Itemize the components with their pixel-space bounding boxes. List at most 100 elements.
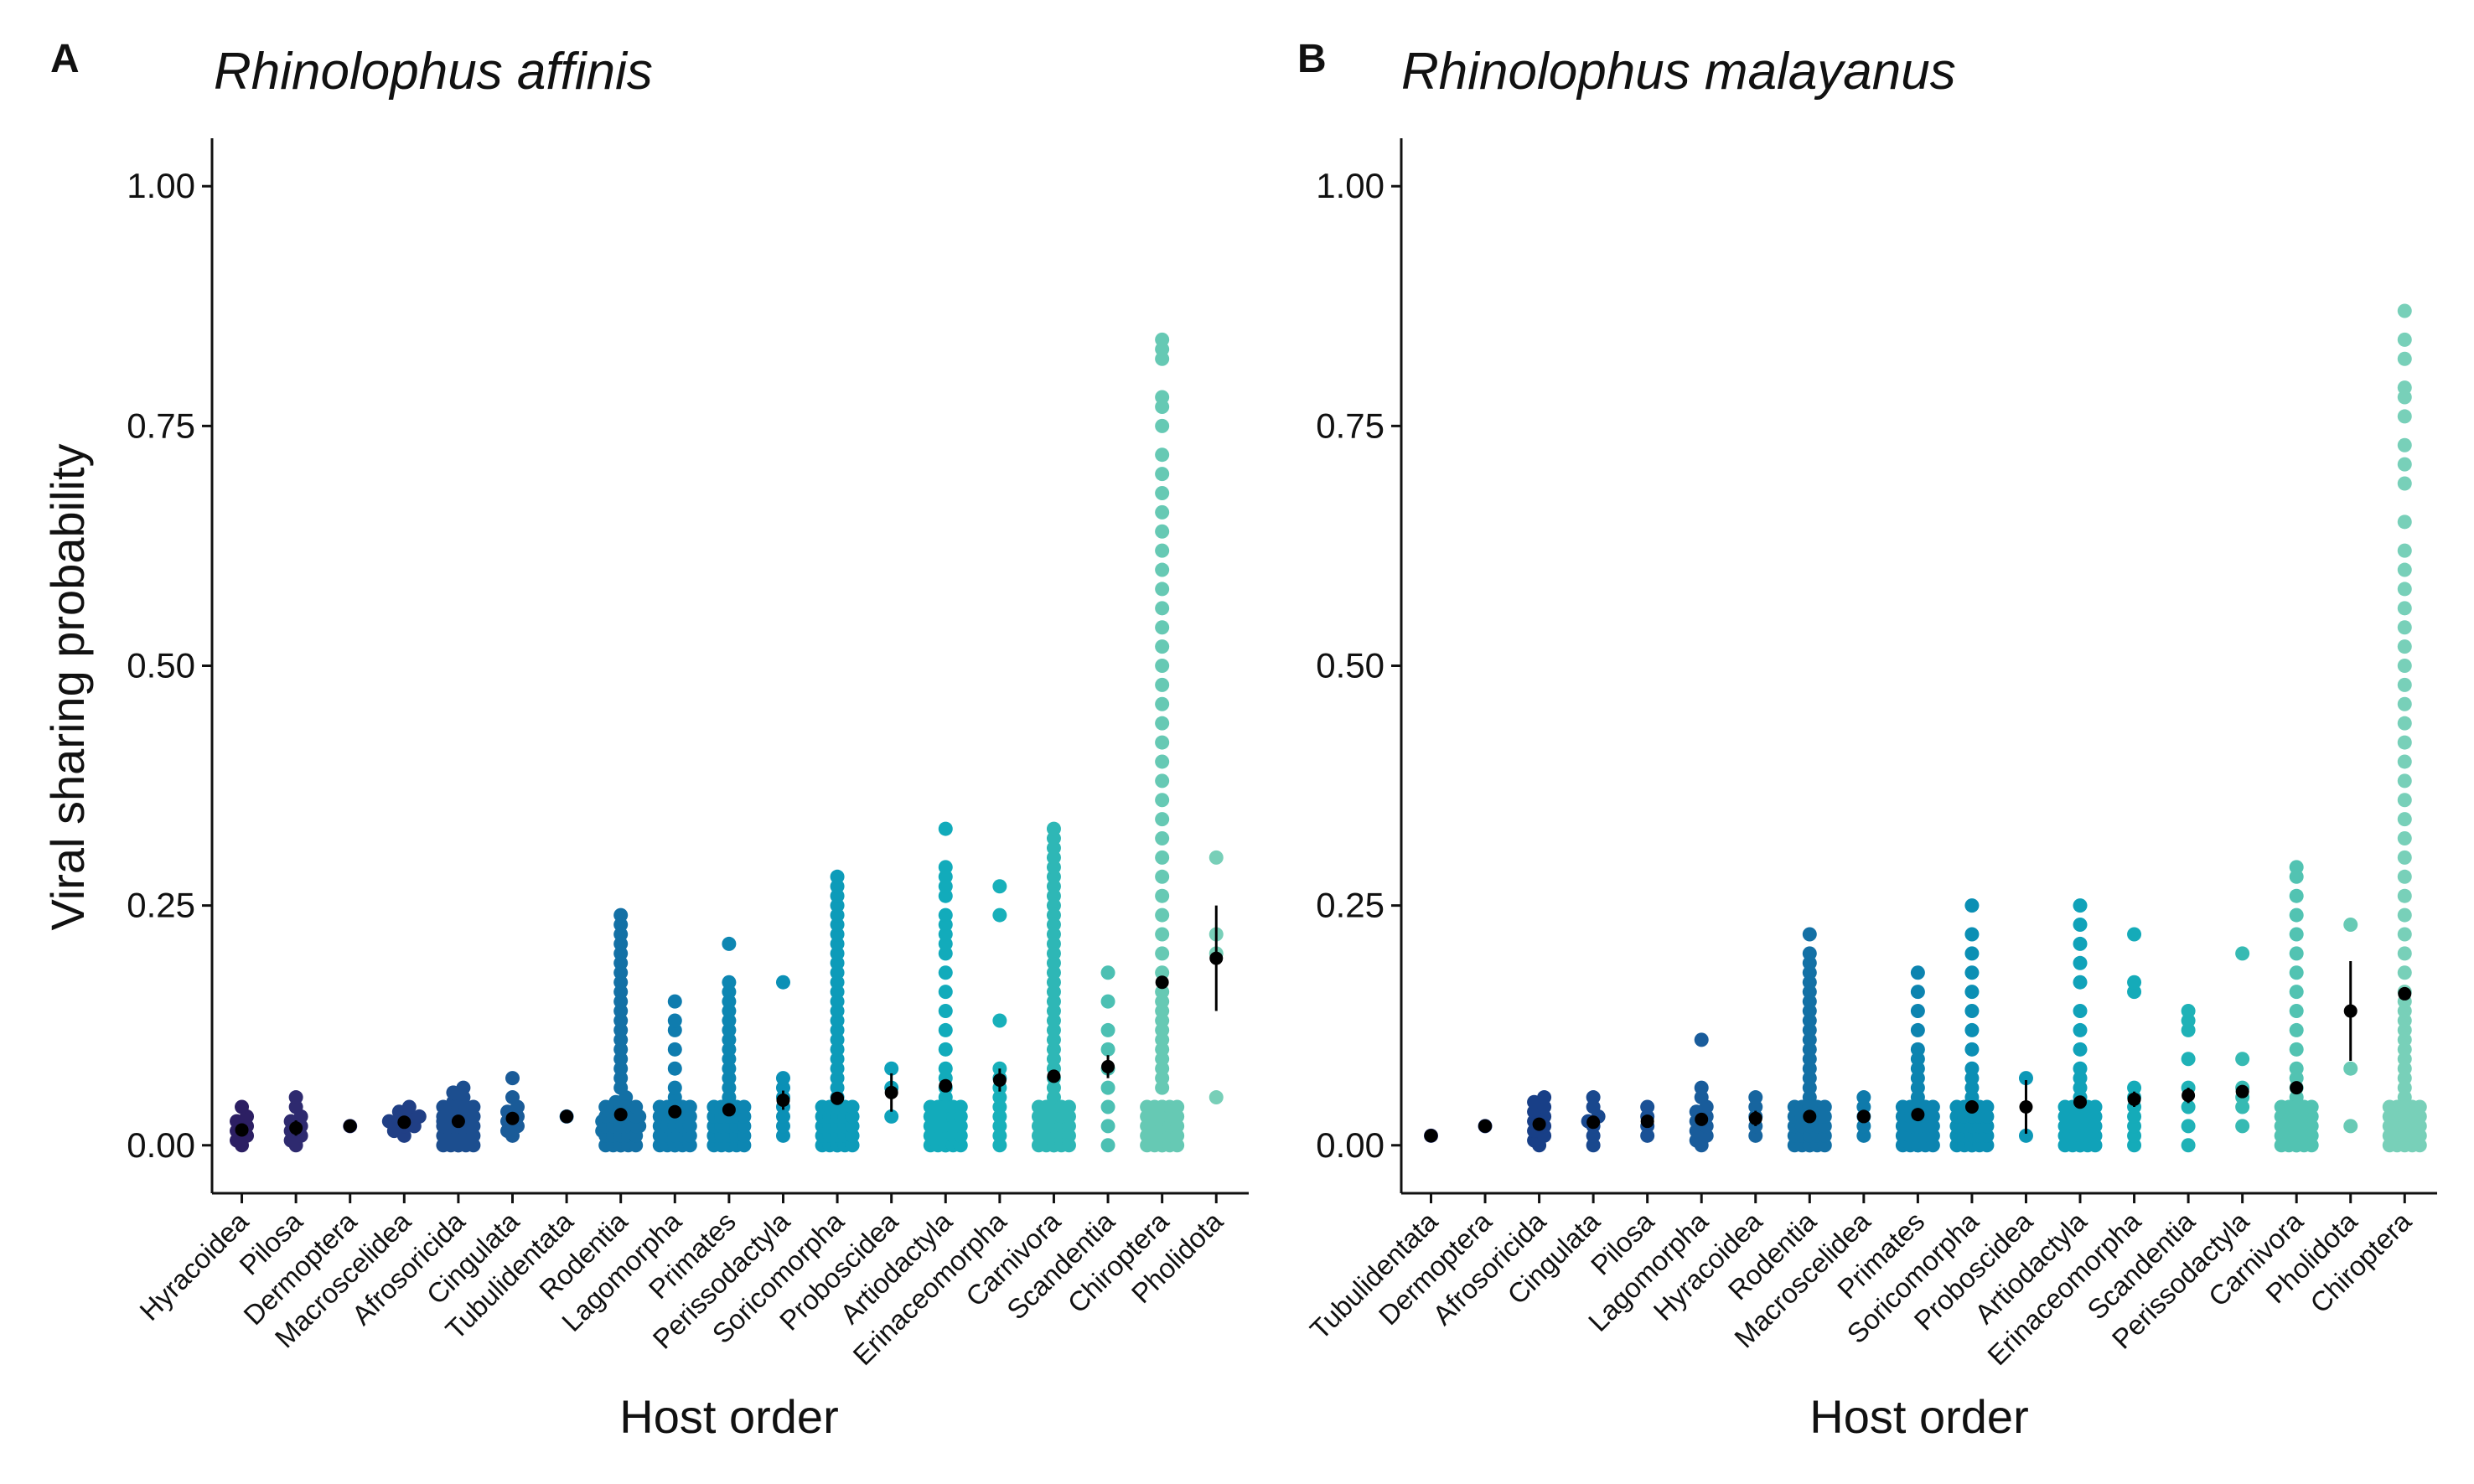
x-axis-title-a: Host order — [619, 1390, 838, 1443]
data-point — [2397, 543, 2412, 558]
data-point — [1155, 620, 1170, 635]
data-point — [2289, 1061, 2304, 1076]
data-point — [1155, 677, 1170, 692]
data-point — [775, 975, 790, 990]
data-point — [1964, 946, 1980, 961]
mean-point — [1101, 1059, 1115, 1073]
data-point — [2397, 476, 2412, 491]
data-point — [2343, 1061, 2358, 1076]
mean-point — [1964, 1099, 1979, 1114]
mean-point — [235, 1123, 249, 1137]
data-point — [2343, 918, 2358, 933]
y-tick-label: 1.00 — [1316, 166, 1385, 205]
data-point — [992, 879, 1007, 894]
mean-point — [289, 1121, 303, 1135]
mean-point — [613, 1108, 628, 1122]
data-point — [1155, 793, 1170, 808]
mean-point — [397, 1115, 411, 1130]
data-point — [2235, 1119, 2250, 1134]
data-point — [2018, 1071, 2033, 1086]
data-point — [2397, 831, 2412, 846]
mean-point — [992, 1073, 1007, 1087]
data-point — [1694, 1032, 1709, 1047]
data-point — [1155, 418, 1170, 433]
data-point — [1964, 927, 1980, 942]
data-point — [2397, 696, 2412, 711]
data-point — [2127, 975, 2142, 990]
data-point — [1155, 543, 1170, 558]
data-point — [1640, 1099, 1655, 1114]
data-point — [2127, 927, 2142, 942]
data-point — [1802, 946, 1817, 961]
data-point — [667, 1080, 682, 1095]
data-point — [1964, 985, 1980, 1000]
data-point — [1155, 735, 1170, 750]
data-point — [992, 1013, 1007, 1028]
y-tick-label: 1.00 — [127, 166, 195, 205]
data-point — [2397, 716, 2412, 731]
data-point — [1100, 1119, 1115, 1134]
mean-point — [560, 1109, 574, 1124]
mean-point — [831, 1091, 845, 1105]
data-point — [2073, 1061, 2088, 1076]
data-point — [401, 1099, 417, 1114]
data-point — [667, 994, 682, 1009]
mean-point — [722, 1103, 736, 1117]
panel-a: A Rhinolophus affinis 0.00 0.25 0.50 0.75 1.… — [41, 37, 1249, 1443]
data-point — [667, 1042, 682, 1057]
data-point — [938, 985, 953, 1000]
mean-point — [1640, 1114, 1654, 1129]
data-point — [1155, 390, 1170, 405]
data-point — [2397, 437, 2412, 452]
mean-point — [1748, 1111, 1762, 1125]
data-point — [2235, 1052, 2250, 1067]
mean-point — [1424, 1129, 1438, 1143]
y-tick-label: 0.25 — [127, 886, 195, 925]
data-point — [1100, 965, 1115, 980]
y-tick-label: 0.50 — [127, 646, 195, 685]
data-point — [1155, 850, 1170, 865]
plot-area-b: 0.000.250.500.751.00TubulidentataDermopt… — [1304, 138, 2437, 1371]
mean-point — [884, 1085, 898, 1099]
x-axis-title-b: Host order — [1809, 1390, 2028, 1443]
data-point — [1155, 754, 1170, 769]
data-point — [1155, 467, 1170, 482]
mean-point — [1856, 1109, 1871, 1124]
data-point — [1964, 1022, 1980, 1037]
data-point — [722, 975, 737, 990]
data-point — [2397, 303, 2412, 318]
data-point — [2397, 946, 2412, 961]
data-point — [2073, 1004, 2088, 1019]
data-point — [1155, 985, 1170, 1000]
data-point — [2397, 907, 2412, 923]
y-tick-label: 0.50 — [1316, 646, 1385, 685]
mean-point — [505, 1111, 520, 1125]
data-point — [667, 1061, 682, 1076]
data-point — [2127, 1080, 2142, 1095]
data-point — [2018, 1128, 2033, 1143]
data-point — [613, 907, 629, 923]
data-point — [2397, 812, 2412, 827]
data-point — [2181, 1119, 2196, 1134]
data-point — [1155, 659, 1170, 673]
data-point — [1910, 1042, 1925, 1057]
mean-point — [1803, 1109, 1817, 1124]
plot-area-a: 0.000.250.500.751.00HyracoideaPilosaDerm… — [127, 138, 1249, 1371]
data-point — [2397, 562, 2412, 577]
data-point — [2088, 1099, 2103, 1114]
data-point — [1155, 831, 1170, 846]
data-point — [938, 1042, 953, 1057]
data-point — [1964, 1061, 1980, 1076]
data-point — [2304, 1099, 2319, 1114]
data-point — [1100, 1138, 1115, 1153]
data-point — [2397, 639, 2412, 654]
data-point — [992, 907, 1007, 923]
data-point — [2181, 1004, 2196, 1019]
data-point — [381, 1114, 396, 1129]
data-point — [2397, 927, 2412, 942]
mean-point — [2398, 986, 2412, 1001]
mean-point — [2073, 1095, 2088, 1109]
data-point — [2397, 620, 2412, 635]
data-point — [1964, 1042, 1980, 1057]
data-point — [2073, 936, 2088, 951]
